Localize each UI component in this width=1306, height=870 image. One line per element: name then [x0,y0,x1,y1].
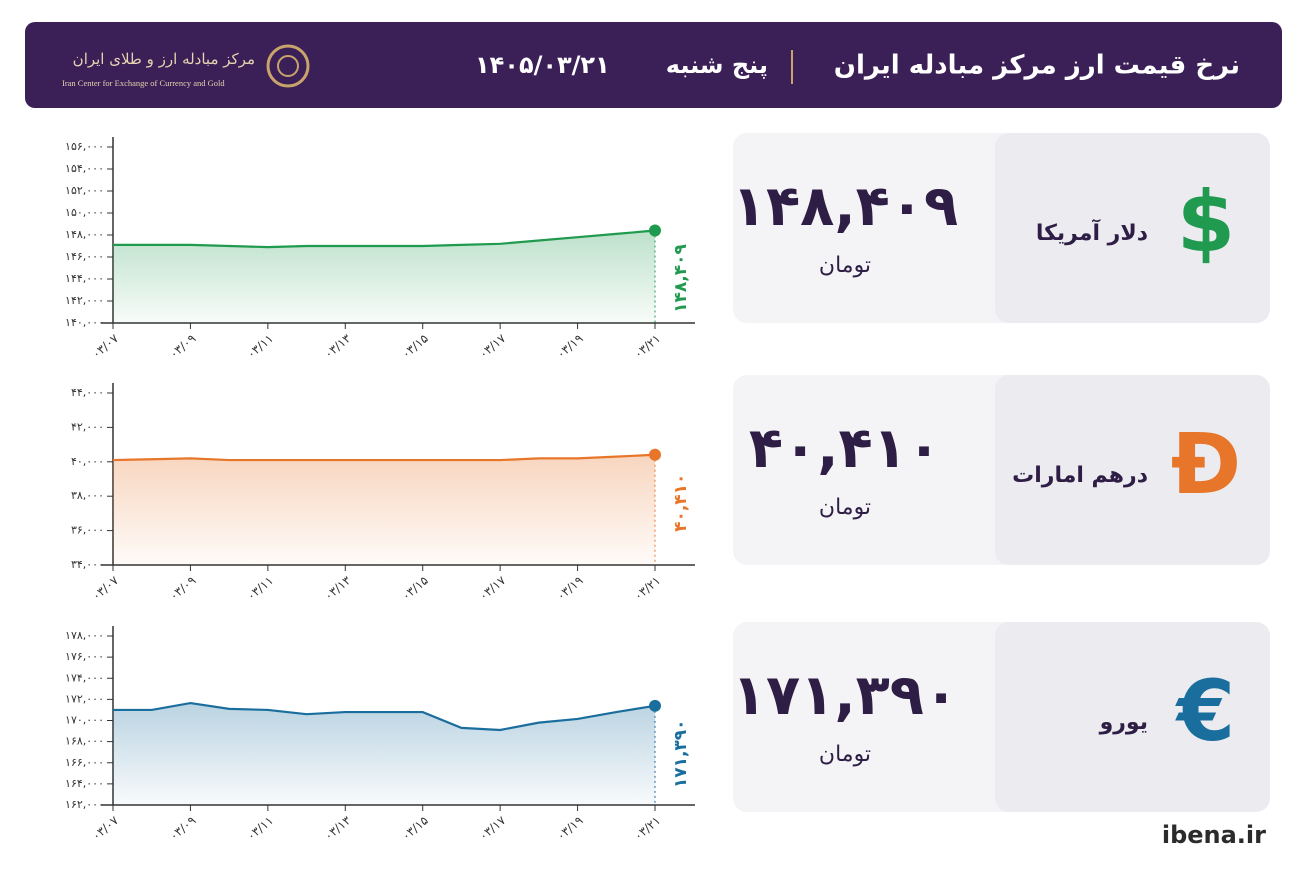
price: ۱۷۱,۳۹۰ [732,663,958,728]
y-tick-label: ۱۵۴,۰۰۰ [65,162,104,175]
currency-symbol: € [1175,662,1235,760]
x-tick-label: ۰۳/۱۳ [322,573,354,603]
line [113,701,656,732]
y-tick-label: ۱۴۶,۰۰۰ [65,250,104,263]
x-tick-label: ۰۳/۱۵ [399,573,431,603]
value-label: ۱۴۸,۴۰۹ [671,244,691,313]
currency-card [995,133,1270,323]
footer-site: ibena.ir [1162,821,1266,849]
x-tick-label: ۰۳/۱۵ [399,331,431,361]
y-tick-label: ۱۶۸,۰۰۰ [65,735,104,748]
y-tick-label: ۳۸,۰۰۰ [71,489,104,502]
header-date: ۱۴۰۵/۰۳/۲۱ [475,51,610,79]
currency-card [995,375,1270,565]
y-tick-label: ۱۴۴,۰۰۰ [65,272,104,285]
line [113,229,656,249]
x-tick-label: ۰۳/۱۹ [554,331,586,361]
currency-name: یورو [1099,710,1148,735]
y-tick-label: ۱۵۲,۰۰۰ [65,184,104,197]
y-tick-label: ۴۲,۰۰۰ [71,420,104,433]
x-tick-label: ۰۳/۰۷ [89,813,121,843]
price-unit: تومان [819,742,871,767]
price: ۱۴۸,۴۰۹ [732,174,958,239]
x-tick-label: ۰۳/۱۹ [554,813,586,843]
value-label: ۴۰,۴۱۰ [671,474,691,532]
x-tick-label: ۰۳/۱۳ [322,331,354,361]
x-tick-label: ۰۳/۲۱ [631,573,663,603]
y-tick-label: ۱۶۴,۰۰۰ [65,777,104,790]
x-tick-label: ۰۳/۰۹ [167,573,199,603]
logo-subtext: Iran Center for Exchange of Currency and… [62,78,225,88]
price-unit: تومان [819,253,871,278]
price-unit: تومان [819,495,871,520]
header-title: نرخ قیمت ارز مرکز مبادله ایران [834,51,1240,81]
value-label: ۱۷۱,۳۹۰ [671,719,691,788]
y-tick-label: ۱۵۰,۰۰۰ [65,206,104,219]
x-tick-label: ۰۳/۱۱ [244,573,276,603]
y-tick-label: ۱۷۴,۰۰۰ [65,671,104,684]
y-tick-label: ۱۴۸,۰۰۰ [65,228,104,241]
x-tick-label: ۰۳/۱۵ [399,813,431,843]
currency-card [995,622,1270,812]
x-tick-label: ۰۳/۰۷ [89,331,121,361]
area [113,230,655,323]
y-tick-label: ۴۴,۰۰۰ [71,386,104,399]
y-tick-label: ۳۴,۰۰۰ [71,558,104,571]
currency-symbol: $ [1177,173,1235,271]
x-tick-label: ۰۳/۱۱ [244,813,276,843]
y-tick-label: ۱۶۲,۰۰۰ [65,798,104,811]
logo-icon-inner [277,55,299,77]
area [113,454,655,565]
x-tick-label: ۰۳/۰۹ [167,813,199,843]
y-tick-label: ۱۷۲,۰۰۰ [65,692,104,705]
x-tick-label: ۰۳/۱۷ [476,573,508,603]
x-tick-label: ۰۳/۱۱ [244,331,276,361]
end-point [649,224,661,237]
y-tick-label: ۱۶۶,۰۰۰ [65,756,104,769]
y-tick-label: ۴۰,۰۰۰ [71,455,104,468]
y-tick-label: ۱۷۸,۰۰۰ [65,629,104,642]
x-tick-label: ۰۳/۱۳ [322,813,354,843]
y-tick-label: ۱۴۲,۰۰۰ [65,294,104,307]
y-tick-label: ۱۷۶,۰۰۰ [65,650,104,663]
x-tick-label: ۰۳/۰۹ [167,331,199,361]
logo-icon [266,44,310,88]
line [112,453,656,462]
currency-symbol: Đ [1171,415,1241,513]
end-point [649,699,661,712]
y-tick-label: ۱۵۶,۰۰۰ [65,140,104,153]
currency-name: دلار آمریکا [1036,218,1148,246]
x-tick-label: ۰۳/۱۷ [476,813,508,843]
x-tick-label: ۰۳/۱۷ [476,331,508,361]
y-tick-label: ۱۴۰,۰۰۰ [65,316,104,329]
x-tick-label: ۰۳/۱۹ [554,573,586,603]
x-tick-label: ۰۳/۰۷ [89,573,121,603]
header-bar [25,22,1282,108]
y-tick-label: ۳۶,۰۰۰ [71,524,104,537]
x-tick-label: ۰۳/۲۱ [631,813,663,843]
price: ۴۰,۴۱۰ [749,416,941,481]
y-tick-label: ۱۷۰,۰۰۰ [65,714,104,727]
end-point [649,448,661,461]
x-tick-label: ۰۳/۲۱ [631,331,663,361]
header-day: پنج شنبه [666,51,768,79]
area [113,703,655,805]
currency-name: درهم امارات [1012,463,1148,488]
logo-text: مرکز مبادله ارز و طلای ایران [73,50,255,68]
